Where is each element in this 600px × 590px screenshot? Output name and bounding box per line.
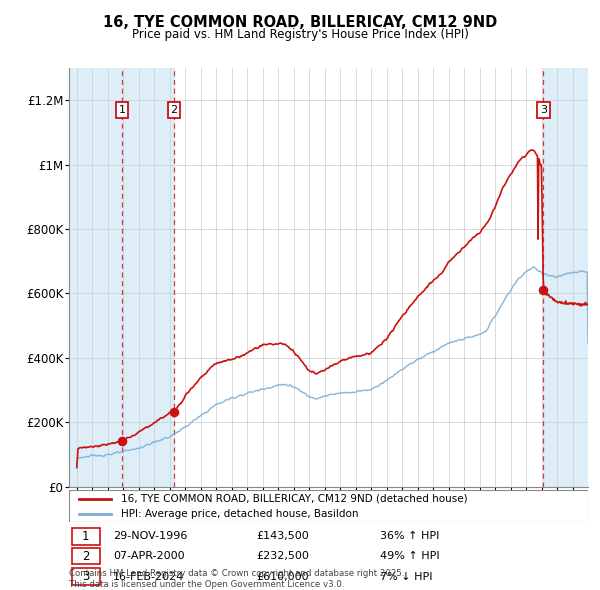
Text: 29-NOV-1996: 29-NOV-1996: [113, 531, 187, 541]
Text: £143,500: £143,500: [256, 531, 308, 541]
FancyBboxPatch shape: [69, 490, 588, 522]
Text: 7% ↓ HPI: 7% ↓ HPI: [380, 572, 433, 582]
Text: 49% ↑ HPI: 49% ↑ HPI: [380, 551, 440, 561]
Point: [539, 286, 548, 295]
Text: 2: 2: [82, 549, 89, 563]
FancyBboxPatch shape: [71, 528, 100, 545]
Text: 1: 1: [118, 105, 125, 114]
Text: 1: 1: [82, 530, 89, 543]
Bar: [69, 68, 122, 487]
Bar: [122, 68, 174, 487]
Text: HPI: Average price, detached house, Basildon: HPI: Average price, detached house, Basi…: [121, 509, 358, 519]
Text: 16-FEB-2024: 16-FEB-2024: [113, 572, 184, 582]
Text: 07-APR-2000: 07-APR-2000: [113, 551, 185, 561]
Text: 36% ↑ HPI: 36% ↑ HPI: [380, 531, 440, 541]
Text: £610,000: £610,000: [256, 572, 308, 582]
Point: [169, 407, 179, 417]
Text: £232,500: £232,500: [256, 551, 309, 561]
Text: 3: 3: [540, 105, 547, 114]
FancyBboxPatch shape: [71, 568, 100, 585]
Point: [117, 436, 127, 445]
Text: 2: 2: [170, 105, 178, 114]
FancyBboxPatch shape: [71, 548, 100, 565]
Bar: [544, 68, 588, 487]
Text: 16, TYE COMMON ROAD, BILLERICAY, CM12 9ND: 16, TYE COMMON ROAD, BILLERICAY, CM12 9N…: [103, 15, 497, 30]
Text: 16, TYE COMMON ROAD, BILLERICAY, CM12 9ND (detached house): 16, TYE COMMON ROAD, BILLERICAY, CM12 9N…: [121, 494, 467, 504]
Text: 3: 3: [82, 570, 89, 583]
Text: Price paid vs. HM Land Registry's House Price Index (HPI): Price paid vs. HM Land Registry's House …: [131, 28, 469, 41]
Text: Contains HM Land Registry data © Crown copyright and database right 2025.
This d: Contains HM Land Registry data © Crown c…: [69, 569, 404, 589]
